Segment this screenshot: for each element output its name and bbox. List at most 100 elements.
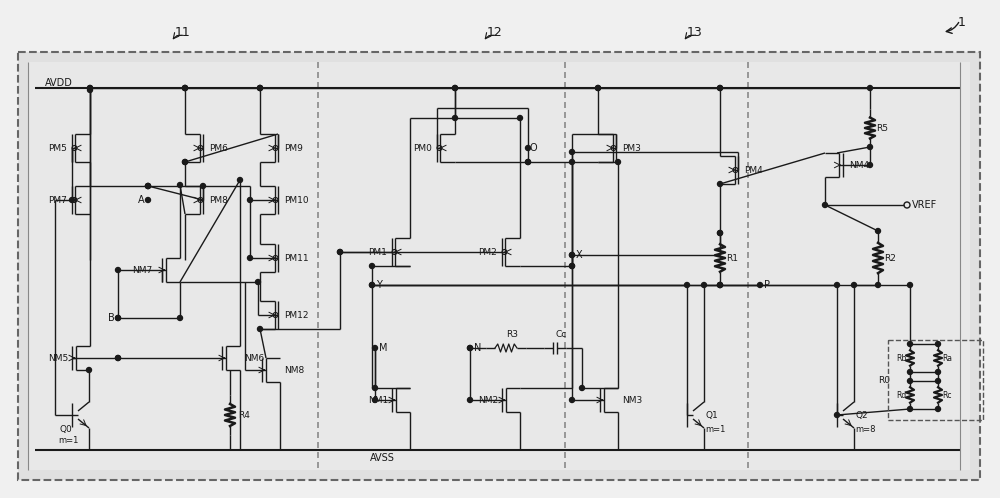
Text: NM7: NM7 bbox=[132, 265, 152, 274]
Text: PM5: PM5 bbox=[48, 143, 67, 152]
Circle shape bbox=[876, 229, 881, 234]
Text: PM9: PM9 bbox=[284, 143, 303, 152]
Circle shape bbox=[256, 279, 260, 284]
Text: 1: 1 bbox=[958, 15, 966, 28]
Text: R0: R0 bbox=[878, 375, 890, 384]
Circle shape bbox=[834, 412, 840, 417]
Circle shape bbox=[718, 282, 722, 287]
Text: Q1: Q1 bbox=[705, 410, 718, 419]
Circle shape bbox=[718, 86, 722, 91]
Circle shape bbox=[868, 86, 872, 91]
Circle shape bbox=[718, 86, 722, 91]
Circle shape bbox=[468, 346, 473, 351]
Text: PM11: PM11 bbox=[284, 253, 309, 262]
Circle shape bbox=[146, 183, 150, 189]
Text: NM2: NM2 bbox=[478, 395, 498, 404]
Circle shape bbox=[596, 86, 600, 91]
Circle shape bbox=[452, 116, 458, 121]
Circle shape bbox=[834, 282, 840, 287]
Circle shape bbox=[87, 368, 92, 373]
Circle shape bbox=[452, 86, 458, 91]
Circle shape bbox=[146, 198, 150, 203]
Circle shape bbox=[258, 86, 262, 91]
Text: PM2: PM2 bbox=[478, 248, 497, 256]
Circle shape bbox=[718, 282, 722, 287]
Circle shape bbox=[684, 282, 690, 287]
Circle shape bbox=[182, 159, 188, 164]
Circle shape bbox=[70, 198, 74, 203]
Text: R5: R5 bbox=[876, 124, 888, 132]
Circle shape bbox=[908, 406, 912, 411]
Circle shape bbox=[182, 86, 188, 91]
Circle shape bbox=[116, 356, 120, 361]
Circle shape bbox=[178, 182, 182, 188]
Circle shape bbox=[88, 86, 92, 91]
Circle shape bbox=[908, 342, 912, 347]
Text: NM4: NM4 bbox=[849, 160, 869, 169]
Circle shape bbox=[908, 370, 912, 374]
Circle shape bbox=[338, 249, 342, 254]
Text: AVSS: AVSS bbox=[370, 453, 395, 463]
Text: PM7: PM7 bbox=[48, 196, 67, 205]
Text: PM6: PM6 bbox=[209, 143, 228, 152]
Circle shape bbox=[570, 159, 574, 164]
Circle shape bbox=[702, 282, 706, 287]
Circle shape bbox=[596, 86, 600, 91]
Circle shape bbox=[908, 282, 912, 287]
Circle shape bbox=[936, 370, 940, 374]
Text: X: X bbox=[576, 250, 583, 260]
Circle shape bbox=[876, 282, 881, 287]
Text: PM1: PM1 bbox=[368, 248, 387, 256]
Text: A: A bbox=[138, 195, 145, 205]
Text: Rc: Rc bbox=[942, 390, 952, 399]
Circle shape bbox=[452, 86, 458, 91]
Circle shape bbox=[182, 159, 188, 164]
Text: AVDD: AVDD bbox=[45, 78, 73, 88]
Circle shape bbox=[570, 397, 574, 402]
Text: VREF: VREF bbox=[912, 200, 937, 210]
Text: PM12: PM12 bbox=[284, 310, 308, 320]
Circle shape bbox=[146, 183, 150, 189]
Circle shape bbox=[116, 356, 120, 361]
Text: Y: Y bbox=[376, 280, 382, 290]
Bar bbox=[28, 62, 970, 470]
Text: Cc: Cc bbox=[555, 330, 566, 339]
Circle shape bbox=[868, 162, 872, 167]
Circle shape bbox=[758, 282, 763, 287]
Text: NM8: NM8 bbox=[284, 366, 304, 374]
Circle shape bbox=[468, 346, 473, 351]
Text: P: P bbox=[764, 280, 770, 290]
Text: R4: R4 bbox=[238, 410, 250, 419]
Text: PM8: PM8 bbox=[209, 196, 228, 205]
Text: 12: 12 bbox=[487, 25, 503, 38]
Circle shape bbox=[258, 86, 262, 91]
Circle shape bbox=[718, 231, 722, 236]
Circle shape bbox=[258, 327, 262, 332]
Text: Q2: Q2 bbox=[855, 410, 868, 419]
Circle shape bbox=[468, 397, 473, 402]
Circle shape bbox=[526, 145, 530, 150]
Text: Ra: Ra bbox=[942, 354, 952, 363]
Text: m=1: m=1 bbox=[58, 435, 78, 445]
Text: m=1: m=1 bbox=[705, 424, 725, 433]
Circle shape bbox=[936, 342, 940, 347]
Circle shape bbox=[718, 231, 722, 236]
Text: NM1: NM1 bbox=[368, 395, 388, 404]
Circle shape bbox=[372, 385, 378, 390]
Circle shape bbox=[718, 282, 722, 287]
Bar bbox=[18, 52, 980, 480]
Circle shape bbox=[338, 249, 342, 254]
Text: PM3: PM3 bbox=[622, 143, 641, 152]
Text: NM3: NM3 bbox=[622, 395, 642, 404]
Text: Rb: Rb bbox=[896, 354, 906, 363]
Text: PM0: PM0 bbox=[413, 143, 432, 152]
Circle shape bbox=[116, 316, 120, 321]
Text: R1: R1 bbox=[726, 253, 738, 262]
Circle shape bbox=[616, 159, 620, 164]
Circle shape bbox=[258, 86, 262, 91]
Circle shape bbox=[822, 203, 828, 208]
Circle shape bbox=[370, 282, 374, 287]
Circle shape bbox=[372, 397, 378, 402]
Circle shape bbox=[248, 255, 252, 260]
Circle shape bbox=[526, 159, 530, 164]
